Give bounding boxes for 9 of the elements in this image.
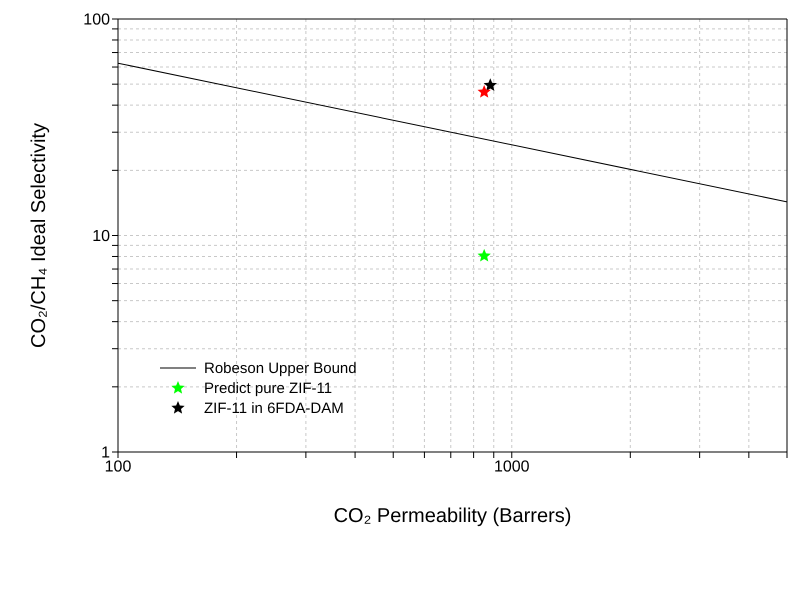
legend-label: ZIF-11 in 6FDA-DAM [204, 400, 344, 416]
x-axis-title: CO₂ Permeability (Barrers) [334, 505, 572, 527]
legend-label: Robeson Upper Bound [204, 360, 357, 376]
y-tick-label: 1 [101, 444, 110, 462]
legend-label: Predict pure ZIF-11 [204, 380, 332, 396]
y-tick-label: 100 [83, 12, 110, 29]
x-tick-label: 1000 [494, 458, 530, 476]
y-axis-title: CO₂/CH₄ Ideal Selectivity [28, 123, 50, 348]
y-tick-label: 10 [92, 228, 110, 246]
